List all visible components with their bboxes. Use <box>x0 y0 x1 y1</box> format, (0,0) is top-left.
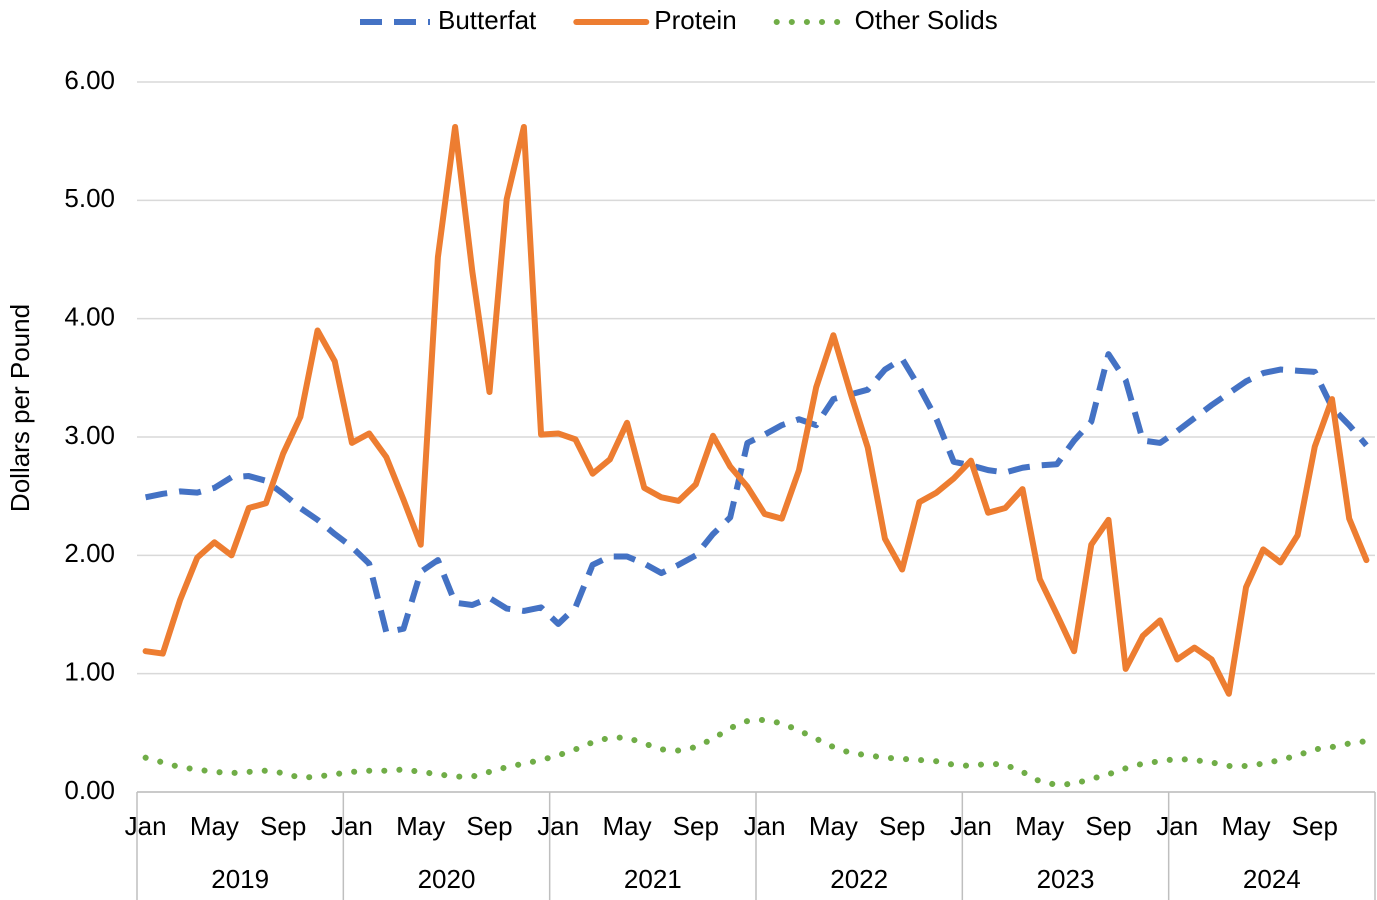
x-tick-label: Jan <box>537 811 579 841</box>
x-tick-label: May <box>1221 811 1270 841</box>
y-tick-label: 4.00 <box>64 302 115 332</box>
legend-label: Other Solids <box>855 5 998 35</box>
x-tick-label: Jan <box>1156 811 1198 841</box>
y-axis-label: Dollars per Pound <box>5 304 35 512</box>
x-tick-label: Sep <box>1085 811 1131 841</box>
x-tick-label: Sep <box>466 811 512 841</box>
group-label: 2024 <box>1243 864 1301 894</box>
y-tick-label: 3.00 <box>64 420 115 450</box>
x-tick-label: Sep <box>673 811 719 841</box>
x-tick-label: May <box>190 811 239 841</box>
group-label: 2019 <box>211 864 269 894</box>
x-tick-label: May <box>396 811 445 841</box>
group-label: 2020 <box>418 864 476 894</box>
group-label: 2023 <box>1037 864 1095 894</box>
y-tick-label: 6.00 <box>64 65 115 95</box>
legend-label: Butterfat <box>438 5 537 35</box>
y-tick-label: 2.00 <box>64 538 115 568</box>
x-tick-label: May <box>809 811 858 841</box>
x-tick-label: Jan <box>331 811 373 841</box>
series-line <box>144 351 1369 636</box>
series-line <box>142 716 1370 788</box>
series-line <box>142 123 1370 697</box>
y-tick-label: 1.00 <box>64 657 115 687</box>
group-label: 2022 <box>830 864 888 894</box>
y-tick-label: 5.00 <box>64 183 115 213</box>
x-tick-label: Jan <box>950 811 992 841</box>
x-tick-label: Jan <box>744 811 786 841</box>
y-tick-label: 0.00 <box>64 775 115 805</box>
x-tick-label: Sep <box>1292 811 1338 841</box>
x-tick-label: Sep <box>260 811 306 841</box>
group-label: 2021 <box>624 864 682 894</box>
x-tick-label: Sep <box>879 811 925 841</box>
legend-label: Protein <box>654 5 736 35</box>
x-tick-label: May <box>1015 811 1064 841</box>
x-tick-label: May <box>602 811 651 841</box>
x-tick-label: Jan <box>125 811 167 841</box>
